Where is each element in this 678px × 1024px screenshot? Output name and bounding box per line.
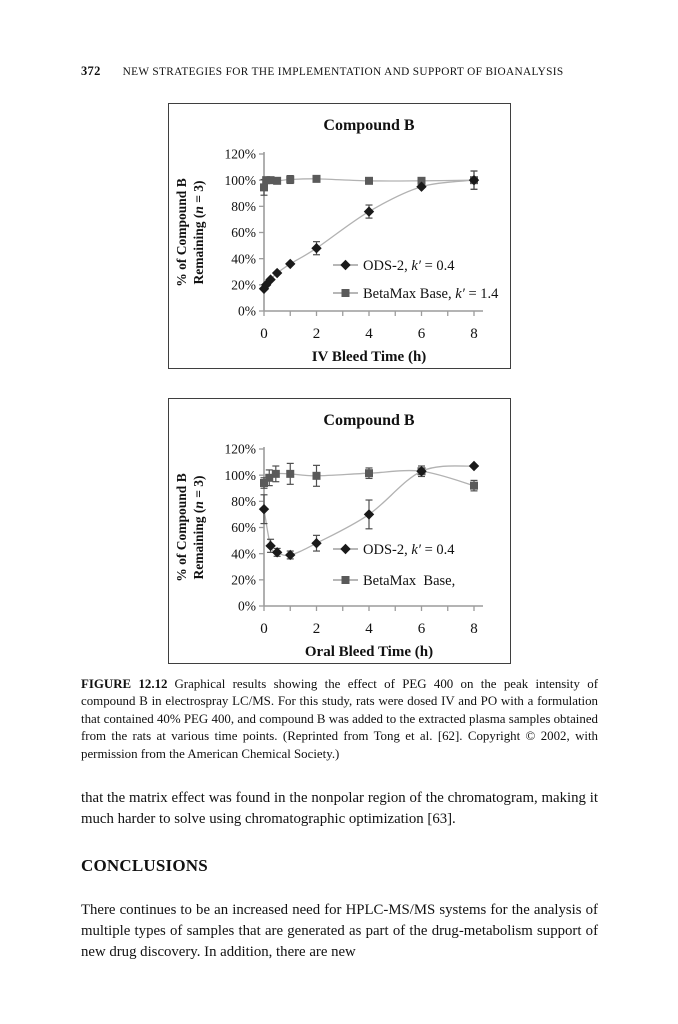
square-marker — [265, 473, 274, 482]
diamond-marker — [311, 538, 322, 549]
y-tick-label: 80% — [231, 199, 256, 214]
figure-caption-label: FIGURE 12.12 — [81, 677, 168, 691]
page-header: 372 NEW STRATEGIES FOR THE IMPLEMENTATIO… — [81, 64, 564, 79]
figure-caption-text: Graphical results showing the effect of … — [81, 677, 598, 761]
iv-bleed-time-chart-svg: Compound B 0% 20% 40% 60% 80% 100% 120% 0 2 4 6 8 IV … — [174, 117, 499, 365]
oral-bleed-time-chart: Compound B 0% 20% 40% 60% 80% 100% 120% 0 2 4 6 8 Ora… — [168, 398, 511, 664]
section-heading-conclusions: CONCLUSIONS — [81, 856, 208, 875]
square-marker — [262, 176, 271, 185]
y-axis-title-line1: % of Compound B — [174, 473, 189, 581]
square-marker — [286, 175, 295, 184]
y-axis-title-line2: Remaining (n = 3) — [191, 475, 206, 579]
diamond-marker — [340, 259, 351, 271]
diamond-marker — [416, 466, 427, 477]
y-tick-label: 20% — [231, 277, 256, 292]
square-marker — [260, 183, 268, 192]
y-tick-label: 120% — [225, 147, 257, 162]
diamond-marker — [468, 460, 480, 472]
x-tick-label: 2 — [313, 621, 321, 637]
square-marker — [273, 176, 282, 185]
square-marker — [260, 479, 268, 488]
diamond-marker — [285, 549, 296, 561]
y-axis-title-line2: Remaining (n = 3) — [191, 180, 206, 284]
page-number: 372 — [81, 64, 101, 78]
diamond-marker — [285, 258, 296, 270]
x-tick-label: 0 — [260, 326, 268, 342]
legend-label: ODS-2, k′ = 0.4 — [363, 542, 455, 558]
chart-title: Compound B — [323, 117, 414, 134]
diamond-marker — [271, 547, 283, 558]
diamond-marker — [311, 243, 322, 254]
x-tick-label: 4 — [365, 326, 373, 342]
y-tick-label: 60% — [231, 225, 256, 240]
square-marker — [365, 176, 373, 185]
square-marker — [365, 469, 373, 478]
body-paragraph-1: that the matrix effect was found in the … — [81, 790, 598, 827]
diamond-marker — [363, 509, 375, 520]
y-tick-label: 40% — [231, 251, 256, 266]
legend-label: BetaMax Base, k′ = 1.4 — [363, 286, 499, 302]
square-marker — [266, 176, 275, 185]
running-title: NEW STRATEGIES FOR THE IMPLEMENTATION AN… — [122, 66, 564, 78]
x-tick-label: 8 — [470, 621, 478, 637]
x-tick-label: 6 — [418, 326, 426, 342]
x-tick-label: 6 — [418, 621, 426, 637]
y-tick-label: 120% — [225, 442, 257, 457]
diamond-marker — [416, 181, 427, 192]
legend-label: BetaMax Base, — [363, 573, 455, 589]
y-tick-label: 0% — [238, 599, 256, 614]
body-paragraph-2: There continues to be an increased need … — [81, 902, 598, 960]
y-tick-label: 100% — [225, 468, 257, 483]
square-marker — [271, 469, 280, 478]
x-axis-title: Oral Bleed Time (h) — [305, 644, 433, 660]
y-tick-label: 80% — [231, 494, 256, 509]
x-tick-label: 0 — [260, 621, 268, 637]
diamond-marker — [271, 267, 283, 279]
diamond-marker — [340, 543, 351, 555]
square-marker — [312, 174, 321, 183]
iv-bleed-time-chart: Compound B 0% 20% 40% 60% 80% 100% 120% 0 2 4 6 8 IV … — [168, 103, 511, 369]
y-tick-label: 40% — [231, 546, 256, 561]
square-marker — [470, 481, 478, 490]
square-marker — [341, 289, 350, 297]
y-tick-label: 20% — [231, 572, 256, 587]
x-tick-label: 2 — [313, 326, 321, 342]
y-tick-label: 0% — [238, 304, 256, 319]
diamond-marker — [363, 206, 375, 217]
diamond-marker — [258, 503, 270, 515]
x-tick-label: 4 — [365, 621, 373, 637]
x-tick-label: 8 — [470, 326, 478, 342]
y-tick-label: 60% — [231, 520, 256, 535]
square-marker — [341, 576, 350, 584]
diamond-marker — [468, 174, 480, 186]
square-marker — [312, 471, 321, 480]
diamond-marker — [265, 274, 276, 285]
y-axis-title-line1: % of Compound B — [174, 178, 189, 286]
legend-label: ODS-2, k′ = 0.4 — [363, 258, 455, 274]
square-marker — [417, 176, 426, 185]
chart-title: Compound B — [323, 412, 414, 429]
diamond-marker — [265, 540, 276, 552]
x-axis-title: IV Bleed Time (h) — [312, 349, 427, 365]
oral-bleed-time-chart-svg: Compound B 0% 20% 40% 60% 80% 100% 120% 0 2 4 6 8 Ora… — [174, 412, 483, 660]
y-tick-label: 100% — [225, 173, 257, 188]
figure-caption: FIGURE 12.12 Graphical results showing th… — [81, 676, 598, 763]
square-marker — [286, 469, 295, 478]
